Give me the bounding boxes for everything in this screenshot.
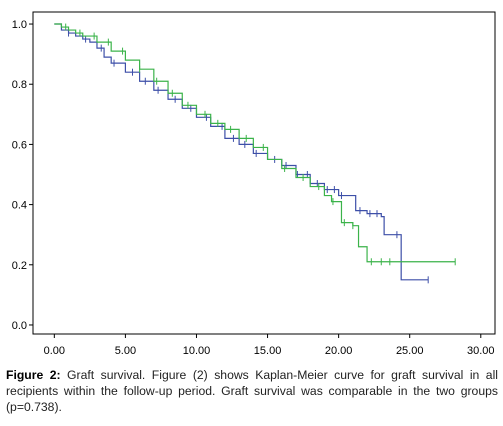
y-axis: 0.0 0.2 0.4 0.6 0.8 1.0 (12, 19, 33, 332)
survival-curve-1 (54, 23, 429, 281)
x-tick-label: 20.00 (325, 345, 353, 357)
x-tick-label: 25.00 (396, 345, 424, 357)
y-tick-label: 0.2 (12, 260, 27, 272)
x-tick-label: 0.00 (44, 345, 65, 357)
survival-curve-2 (54, 23, 456, 263)
x-axis: 0.00 5.00 10.00 15.00 20.00 25.00 30.00 (44, 334, 495, 357)
y-tick-label: 1.0 (12, 19, 27, 31)
x-tick-label: 30.00 (467, 345, 495, 357)
figure-caption: Figure 2: Graft survival. Figure (2) sho… (6, 367, 498, 415)
x-tick-label: 10.00 (183, 345, 211, 357)
y-tick-label: 0.0 (12, 320, 27, 332)
y-tick-label: 0.6 (12, 139, 27, 151)
kaplan-meier-chart: 0.0 0.2 0.4 0.6 0.8 1.0 0.00 5.00 10.00 15.00 20.… (12, 11, 496, 357)
caption-text: Graft survival. Figure (2) shows Kaplan-… (6, 368, 498, 414)
x-tick-label: 5.00 (115, 345, 136, 357)
plot-frame (32, 11, 496, 335)
caption-label: Figure 2: (6, 368, 61, 382)
survival-curves (54, 23, 456, 284)
y-tick-label: 0.8 (12, 79, 27, 91)
x-tick-label: 15.00 (254, 345, 282, 357)
y-tick-label: 0.4 (12, 200, 27, 212)
